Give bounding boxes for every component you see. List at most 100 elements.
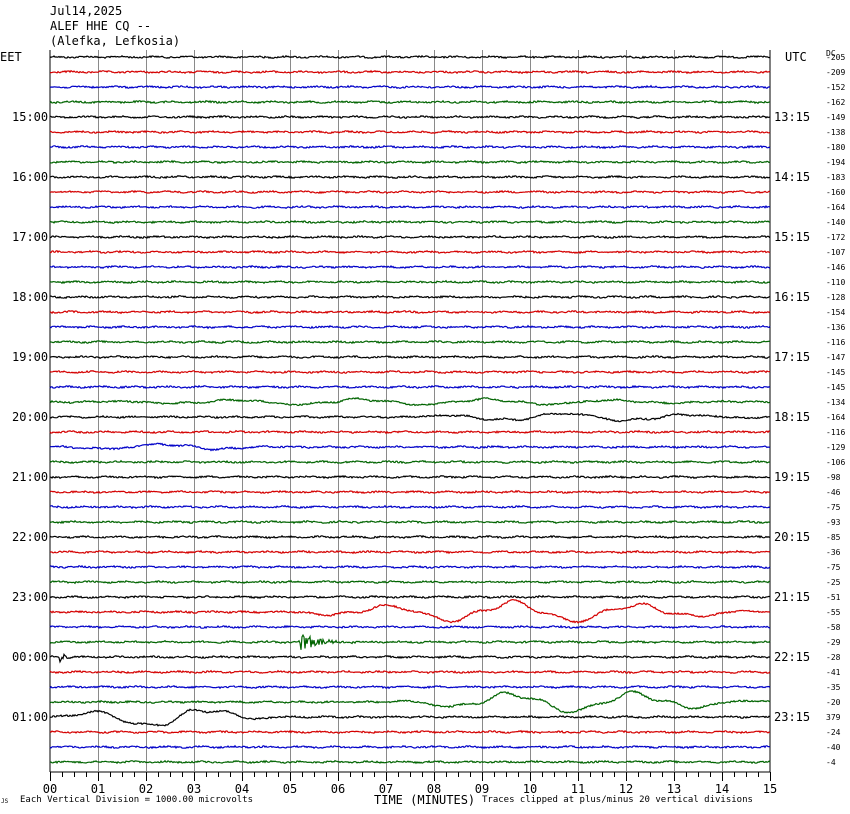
seismic-trace	[49, 264, 771, 270]
x-tick-label: 09	[474, 782, 490, 796]
right-time-label: 14:15	[774, 170, 811, 184]
dc-offset-label: -146	[826, 263, 846, 272]
seismic-trace	[49, 442, 771, 452]
dc-offset-label: -162	[826, 98, 846, 107]
seismic-trace	[49, 99, 771, 105]
dc-offset-label: -160	[826, 188, 846, 197]
seismic-trace	[49, 412, 771, 423]
right-time-label: 19:15	[774, 470, 811, 484]
dc-offset-label: -183	[826, 173, 846, 182]
left-time-label: 17:00	[12, 230, 49, 244]
left-time-label: 20:00	[12, 410, 49, 424]
right-time-label: 23:15	[774, 710, 811, 724]
dc-offset-label: -29	[826, 638, 841, 647]
dc-offset-label: -75	[826, 563, 841, 572]
dc-offset-label: -164	[826, 413, 846, 422]
dc-offset-label: -46	[826, 488, 841, 497]
seismic-trace	[49, 159, 771, 165]
x-tick-label: 04	[234, 782, 250, 796]
dc-offset-label: -140	[826, 218, 846, 227]
left-time-label: 23:00	[12, 590, 49, 604]
seismic-trace	[49, 669, 771, 675]
seismic-trace	[49, 633, 771, 650]
x-tick-label: 12	[618, 782, 634, 796]
seismic-trace	[49, 653, 771, 664]
dc-offset-label: -134	[826, 398, 846, 407]
date-label: Jul14,2025	[50, 4, 123, 18]
right-time-label: 21:15	[774, 590, 811, 604]
seismic-trace	[49, 369, 771, 375]
seismic-trace	[49, 689, 771, 714]
x-tick-label: 13	[666, 782, 682, 796]
x-tick-label: 05	[282, 782, 298, 796]
seismic-trace	[49, 279, 771, 285]
dc-offset-label: -154	[826, 308, 846, 317]
dc-offset-label: -152	[826, 83, 846, 92]
dc-offset-label: -110	[826, 278, 846, 287]
seismic-trace	[49, 684, 771, 690]
dc-offset-label: -116	[826, 338, 846, 347]
dc-offset-label: -35	[826, 683, 841, 692]
left-time-label: 21:00	[12, 470, 49, 484]
right-timezone-label: UTC	[785, 50, 807, 64]
clip-note: Traces clipped at plus/minus 20 vertical…	[482, 795, 753, 805]
dc-offset-label: -20	[826, 698, 841, 707]
dc-offset-label: -55	[826, 608, 841, 617]
dc-offset-label: -145	[826, 383, 846, 392]
seismic-trace	[49, 294, 771, 300]
seismic-trace	[49, 624, 771, 630]
seismic-trace	[49, 129, 771, 135]
seismic-trace	[49, 744, 771, 750]
x-tick-label: 07	[378, 782, 394, 796]
dc-offset-label: -147	[826, 353, 846, 362]
right-time-label: 15:15	[774, 230, 811, 244]
left-time-label: 18:00	[12, 290, 49, 304]
right-time-label: 20:15	[774, 530, 811, 544]
dc-offset-label: -85	[826, 533, 841, 542]
dc-offset-label: -40	[826, 743, 841, 752]
left-time-label: 00:00	[12, 650, 49, 664]
seismic-trace	[49, 564, 771, 570]
seismic-trace	[49, 219, 771, 225]
dc-offset-label: -145	[826, 368, 846, 377]
dc-offset-label: -116	[826, 428, 846, 437]
dc-offset-label: -136	[826, 323, 846, 332]
dc-offset-label: 379	[826, 713, 841, 722]
dc-offset-label: -107	[826, 248, 846, 257]
dc-offset-label: -93	[826, 518, 841, 527]
seismic-trace	[49, 54, 771, 60]
seismic-trace	[49, 339, 771, 345]
x-tick-label: 06	[330, 782, 346, 796]
right-time-label: 16:15	[774, 290, 811, 304]
seismic-trace	[49, 174, 771, 180]
seismic-trace	[49, 579, 771, 585]
x-tick-label: 08	[426, 782, 442, 796]
dc-offset-label: -138	[826, 128, 846, 137]
x-tick-label: 00	[42, 782, 58, 796]
x-tick-label: 14	[714, 782, 730, 796]
dc-offset-label: -194	[826, 158, 846, 167]
seismic-trace	[49, 534, 771, 540]
dc-offset-label: -98	[826, 473, 841, 482]
dc-offset-label: -24	[826, 728, 841, 737]
dc-offset-label: -51	[826, 593, 841, 602]
seismic-trace	[49, 354, 771, 360]
seismic-trace	[49, 594, 771, 600]
left-time-label: 16:00	[12, 170, 49, 184]
left-time-label: 01:00	[12, 710, 49, 724]
seismic-trace	[49, 429, 771, 435]
seismic-trace	[49, 489, 771, 495]
right-time-label: 17:15	[774, 350, 811, 364]
dc-offset-label: -75	[826, 503, 841, 512]
x-tick-label: 02	[138, 782, 154, 796]
dc-offset-label: -129	[826, 443, 846, 452]
seismic-trace	[49, 324, 771, 330]
dc-header-label: DC	[826, 49, 836, 58]
dc-offset-label: -205	[826, 53, 846, 62]
seismic-trace	[49, 519, 771, 525]
x-tick-label: 11	[570, 782, 586, 796]
left-time-label: 19:00	[12, 350, 49, 364]
seismic-trace	[49, 459, 771, 465]
seismic-trace	[49, 204, 771, 210]
